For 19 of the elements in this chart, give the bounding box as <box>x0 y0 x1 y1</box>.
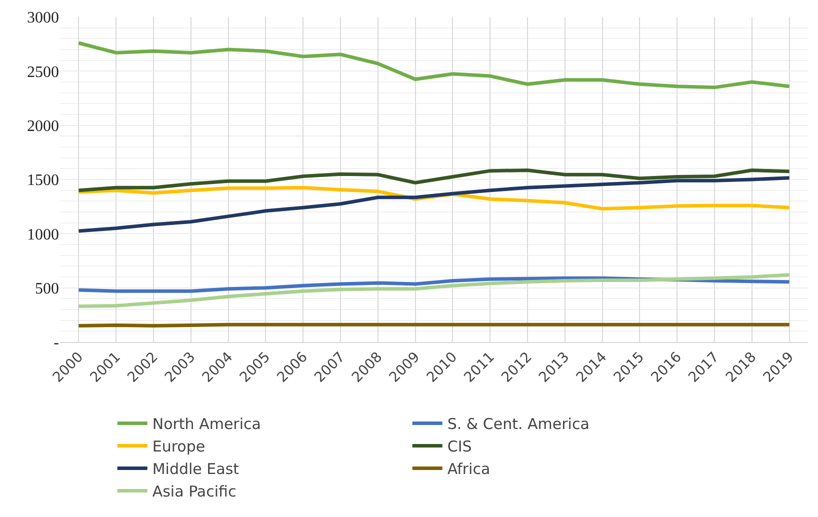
legend-label: Middle East <box>152 460 240 478</box>
y-tick-label: 2000 <box>27 118 59 135</box>
legend-label: Europe <box>152 438 206 456</box>
y-tick-label: 3000 <box>27 10 59 27</box>
y-tick-label: 1000 <box>27 226 59 244</box>
line-series <box>76 168 792 192</box>
y-tick-label: 2500 <box>27 64 59 81</box>
line-series <box>76 176 792 233</box>
line-series <box>76 186 792 210</box>
legend-label: Asia Pacific <box>152 482 236 501</box>
line-series <box>76 41 792 90</box>
legend-label: North America <box>152 415 261 434</box>
y-tick-label: - <box>54 334 59 352</box>
y-tick-label: 1500 <box>27 172 59 190</box>
legend-label: Africa <box>447 460 490 478</box>
y-tick-label: 500 <box>35 280 59 298</box>
legend-label: S. & Cent. America <box>447 415 590 434</box>
legend-label: CIS <box>447 438 472 456</box>
line-series <box>76 273 792 308</box>
